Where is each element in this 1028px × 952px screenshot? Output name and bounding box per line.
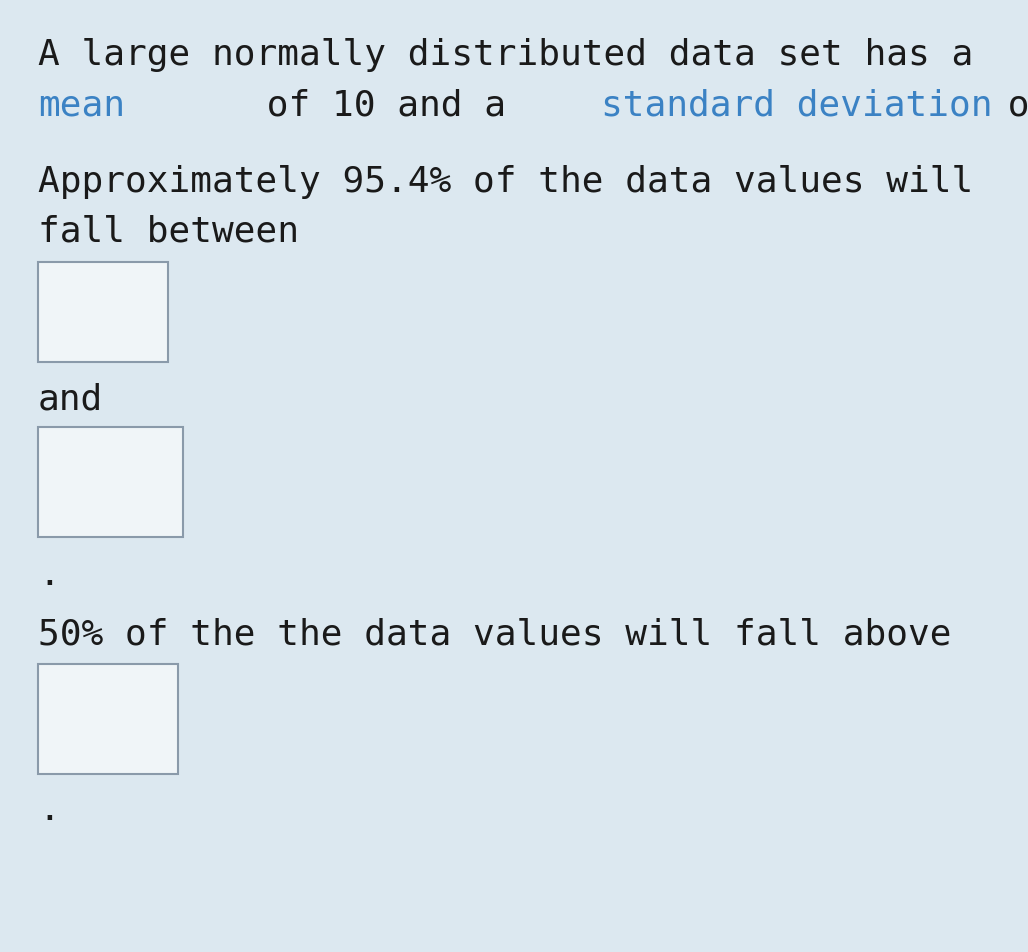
- Text: .: .: [38, 792, 60, 826]
- Text: fall between: fall between: [38, 215, 299, 248]
- Text: of 10 and a: of 10 and a: [245, 88, 527, 122]
- Bar: [38, 664, 178, 774]
- Text: of 1.5.: of 1.5.: [986, 88, 1028, 122]
- Bar: [38, 427, 183, 538]
- Text: .: .: [38, 558, 60, 591]
- Bar: [38, 263, 168, 363]
- Text: A large normally distributed data set has a: A large normally distributed data set ha…: [38, 38, 974, 72]
- Text: standard deviation: standard deviation: [601, 88, 993, 122]
- Text: and: and: [38, 383, 103, 417]
- Text: 50% of the the data values will fall above: 50% of the the data values will fall abo…: [38, 617, 952, 651]
- Text: mean: mean: [38, 88, 125, 122]
- Text: Approximately 95.4% of the data values will: Approximately 95.4% of the data values w…: [38, 165, 974, 199]
